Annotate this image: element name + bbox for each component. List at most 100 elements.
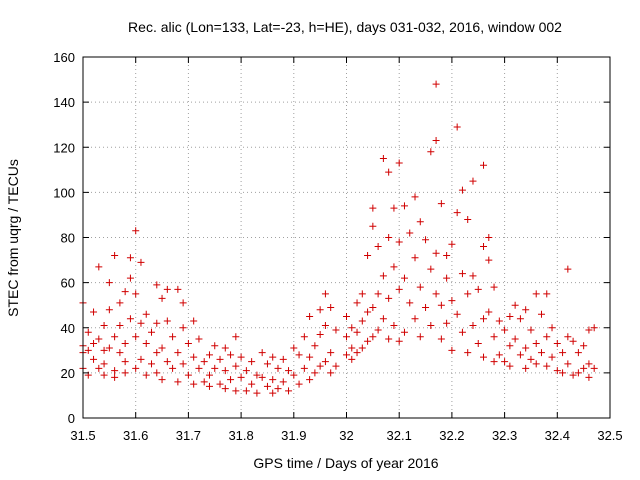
data-point bbox=[385, 168, 393, 176]
data-point bbox=[490, 333, 498, 341]
data-point bbox=[190, 380, 198, 388]
data-point bbox=[132, 333, 140, 341]
data-point bbox=[358, 317, 366, 325]
data-point bbox=[153, 349, 161, 357]
y-axis-label: STEC from uqrg / TECUs bbox=[5, 159, 21, 317]
data-point bbox=[327, 349, 335, 357]
data-point bbox=[258, 373, 266, 381]
data-point bbox=[469, 272, 477, 280]
data-point bbox=[522, 364, 530, 372]
data-point bbox=[485, 308, 493, 316]
data-point bbox=[179, 324, 187, 332]
data-point bbox=[432, 290, 440, 298]
data-point bbox=[516, 315, 524, 323]
data-point bbox=[116, 321, 124, 329]
data-point bbox=[343, 333, 350, 341]
data-point bbox=[353, 328, 361, 336]
y-tick-label: 100 bbox=[53, 185, 75, 200]
data-point bbox=[527, 326, 535, 334]
data-point bbox=[295, 380, 303, 388]
data-point bbox=[400, 328, 408, 336]
data-point bbox=[232, 387, 240, 395]
data-point bbox=[537, 349, 545, 357]
x-axis-label: GPS time / Days of year 2016 bbox=[253, 455, 438, 471]
data-point bbox=[543, 362, 551, 370]
data-point bbox=[580, 364, 588, 372]
x-tick-label: 32.1 bbox=[387, 428, 412, 443]
chart-title: Rec. alic (Lon=133, Lat=-23, h=HE), days… bbox=[128, 19, 562, 35]
data-point bbox=[111, 252, 119, 260]
data-point bbox=[126, 254, 134, 262]
data-point bbox=[559, 369, 567, 377]
data-point bbox=[200, 378, 208, 386]
data-point bbox=[95, 263, 103, 271]
data-point bbox=[137, 355, 145, 363]
data-point bbox=[506, 312, 514, 320]
y-tick-label: 40 bbox=[61, 321, 75, 336]
data-point bbox=[195, 364, 203, 372]
data-point bbox=[495, 351, 503, 359]
data-point bbox=[311, 369, 319, 377]
x-tick-label: 31.6 bbox=[123, 428, 148, 443]
data-point bbox=[432, 249, 440, 257]
data-point bbox=[590, 364, 598, 372]
data-point bbox=[90, 340, 98, 348]
data-point bbox=[111, 373, 119, 381]
data-point bbox=[369, 303, 377, 311]
data-point bbox=[379, 155, 387, 163]
data-point bbox=[443, 319, 451, 327]
data-point bbox=[90, 355, 98, 363]
data-point bbox=[532, 340, 540, 348]
data-point bbox=[443, 252, 451, 260]
data-point bbox=[295, 351, 303, 359]
data-point bbox=[564, 265, 572, 273]
y-tick-label: 0 bbox=[68, 411, 75, 426]
data-point bbox=[290, 344, 298, 352]
data-point bbox=[306, 376, 314, 384]
data-point bbox=[269, 353, 277, 361]
data-point bbox=[95, 335, 103, 343]
data-point bbox=[227, 351, 235, 359]
data-point bbox=[137, 319, 145, 327]
data-point bbox=[537, 310, 545, 318]
data-point bbox=[485, 256, 493, 264]
data-point bbox=[559, 349, 567, 357]
data-point bbox=[385, 294, 393, 302]
x-tick-label: 32.4 bbox=[545, 428, 570, 443]
data-point bbox=[126, 315, 134, 323]
data-point bbox=[469, 321, 477, 329]
data-point bbox=[211, 342, 219, 350]
data-point bbox=[385, 335, 393, 343]
data-point bbox=[148, 328, 156, 336]
data-point bbox=[348, 355, 356, 363]
data-point bbox=[395, 238, 403, 246]
y-tick-label: 80 bbox=[61, 231, 75, 246]
data-point bbox=[532, 360, 540, 368]
data-point bbox=[311, 342, 319, 350]
data-point bbox=[200, 358, 208, 366]
x-tick-label: 32.3 bbox=[492, 428, 517, 443]
data-point bbox=[453, 123, 461, 131]
data-point bbox=[564, 360, 572, 368]
data-point bbox=[316, 362, 324, 370]
data-point bbox=[184, 371, 192, 379]
data-point bbox=[132, 227, 140, 235]
data-point bbox=[221, 385, 229, 393]
data-point bbox=[458, 270, 466, 278]
data-point bbox=[111, 333, 119, 341]
data-point bbox=[464, 215, 472, 223]
data-point bbox=[480, 353, 488, 361]
data-point bbox=[169, 333, 177, 341]
data-point bbox=[232, 362, 240, 370]
data-point bbox=[390, 263, 398, 271]
data-point bbox=[406, 229, 414, 237]
data-point bbox=[416, 333, 424, 341]
data-point bbox=[448, 346, 456, 354]
data-point bbox=[121, 288, 129, 296]
data-point bbox=[332, 326, 340, 334]
data-point bbox=[306, 353, 314, 361]
data-point bbox=[227, 376, 235, 384]
data-point bbox=[205, 371, 213, 379]
data-point bbox=[458, 186, 466, 194]
